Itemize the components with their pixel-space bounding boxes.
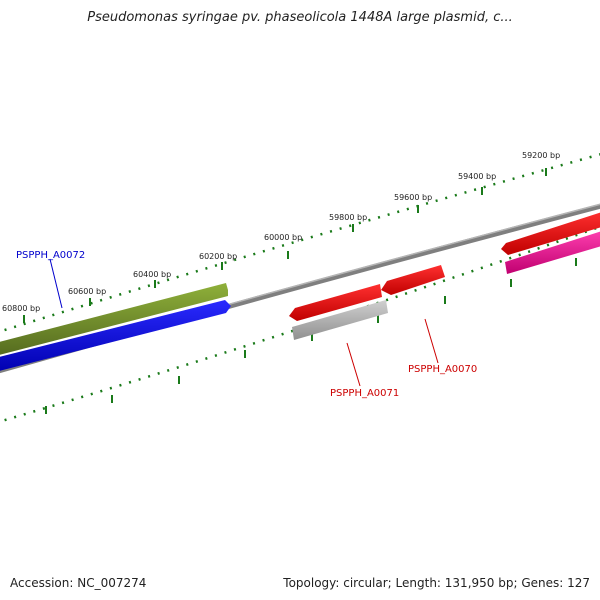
tick-label-60200: 60200 bp xyxy=(199,252,237,261)
feature-green xyxy=(0,283,228,355)
label-line-pspph-a0071 xyxy=(346,342,361,387)
feature-red-right[interactable] xyxy=(501,211,600,255)
label-line-pspph-a0070 xyxy=(424,318,439,364)
topology-summary-text: Topology: circular; Length: 131,950 bp; … xyxy=(283,576,590,590)
tick-label-59800: 59800 bp xyxy=(329,213,367,222)
feature-pink[interactable] xyxy=(505,230,600,274)
feature-gray-pspph-a0071[interactable] xyxy=(292,300,388,340)
gene-label-pspph-a0071[interactable]: PSPPH_A0071 xyxy=(330,388,399,399)
accession-text: Accession: NC_007274 xyxy=(10,576,147,590)
tick-label-59200: 59200 bp xyxy=(522,151,560,160)
label-line-pspph-a0072 xyxy=(49,258,63,309)
inner-major-ticks xyxy=(45,258,577,414)
feature-red-left[interactable] xyxy=(289,284,382,321)
map-title: Pseudomonas syringae pv. phaseolicola 14… xyxy=(87,10,513,25)
tick-label-59400: 59400 bp xyxy=(458,172,496,181)
inner-ruler-track xyxy=(0,225,600,423)
tick-label-59600: 59600 bp xyxy=(394,193,432,202)
feature-red-pspph-a0070[interactable] xyxy=(381,265,445,295)
gene-label-pspph-a0070[interactable]: PSPPH_A0070 xyxy=(408,364,477,375)
feature-blue-pspph-a0072[interactable] xyxy=(0,300,231,372)
tick-label-60600: 60600 bp xyxy=(68,287,106,296)
gene-label-pspph-a0072[interactable]: PSPPH_A0072 xyxy=(16,250,85,261)
tick-label-60000: 60000 bp xyxy=(264,233,302,242)
tick-label-60800: 60800 bp xyxy=(2,304,40,313)
tick-label-60400: 60400 bp xyxy=(133,270,171,279)
outer-major-ticks xyxy=(23,168,547,323)
